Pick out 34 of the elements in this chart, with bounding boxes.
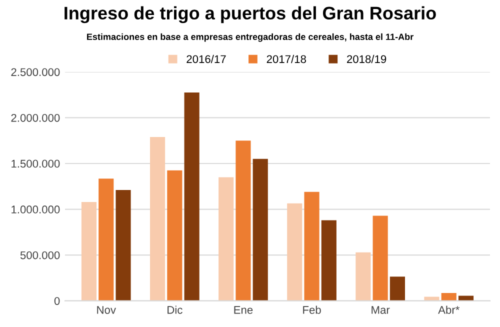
- chart-title: Ingreso de trigo a puertos del Gran Rosario: [64, 6, 436, 24]
- bar: [372, 216, 388, 301]
- x-tick-label: Nov: [97, 306, 116, 314]
- bar: [116, 190, 131, 301]
- y-tick-label: 1.000.000: [12, 206, 60, 214]
- y-tick-label: 2.500.000: [11, 68, 60, 76]
- y-tick-label: 500.000: [20, 251, 60, 260]
- bar: [424, 296, 440, 301]
- bar: [98, 178, 114, 301]
- y-tick-label: 1.500.000: [12, 160, 60, 168]
- x-tick-label: Dic: [168, 306, 182, 314]
- legend-label: 2018/19: [347, 54, 386, 64]
- bar: [252, 158, 268, 301]
- x-tick-label: Abr*: [438, 306, 460, 314]
- bar: [390, 276, 405, 301]
- bar: [441, 293, 456, 301]
- x-tick-label: Mar: [372, 306, 390, 314]
- bar: [81, 202, 97, 301]
- bar: [167, 170, 182, 301]
- x-tick-label: Feb: [303, 306, 321, 314]
- bar: [150, 136, 166, 301]
- legend-label: 2017/18: [266, 54, 306, 64]
- y-tick-label: 2.000.000: [11, 114, 60, 122]
- x-tick-label: Ene: [234, 306, 253, 314]
- legend-label: 2016/17: [186, 54, 226, 64]
- bar: [184, 92, 200, 301]
- bar: [287, 203, 302, 301]
- bar: [218, 177, 234, 301]
- chart-subtitle: Estimaciones en base a empresas entregadoras de cereales, hasta el 11-Abr: [87, 33, 414, 42]
- bar: [236, 140, 251, 301]
- y-tick-label: 0: [54, 297, 60, 305]
- bar: [356, 252, 371, 301]
- bar: [321, 220, 336, 301]
- bar: [304, 192, 320, 301]
